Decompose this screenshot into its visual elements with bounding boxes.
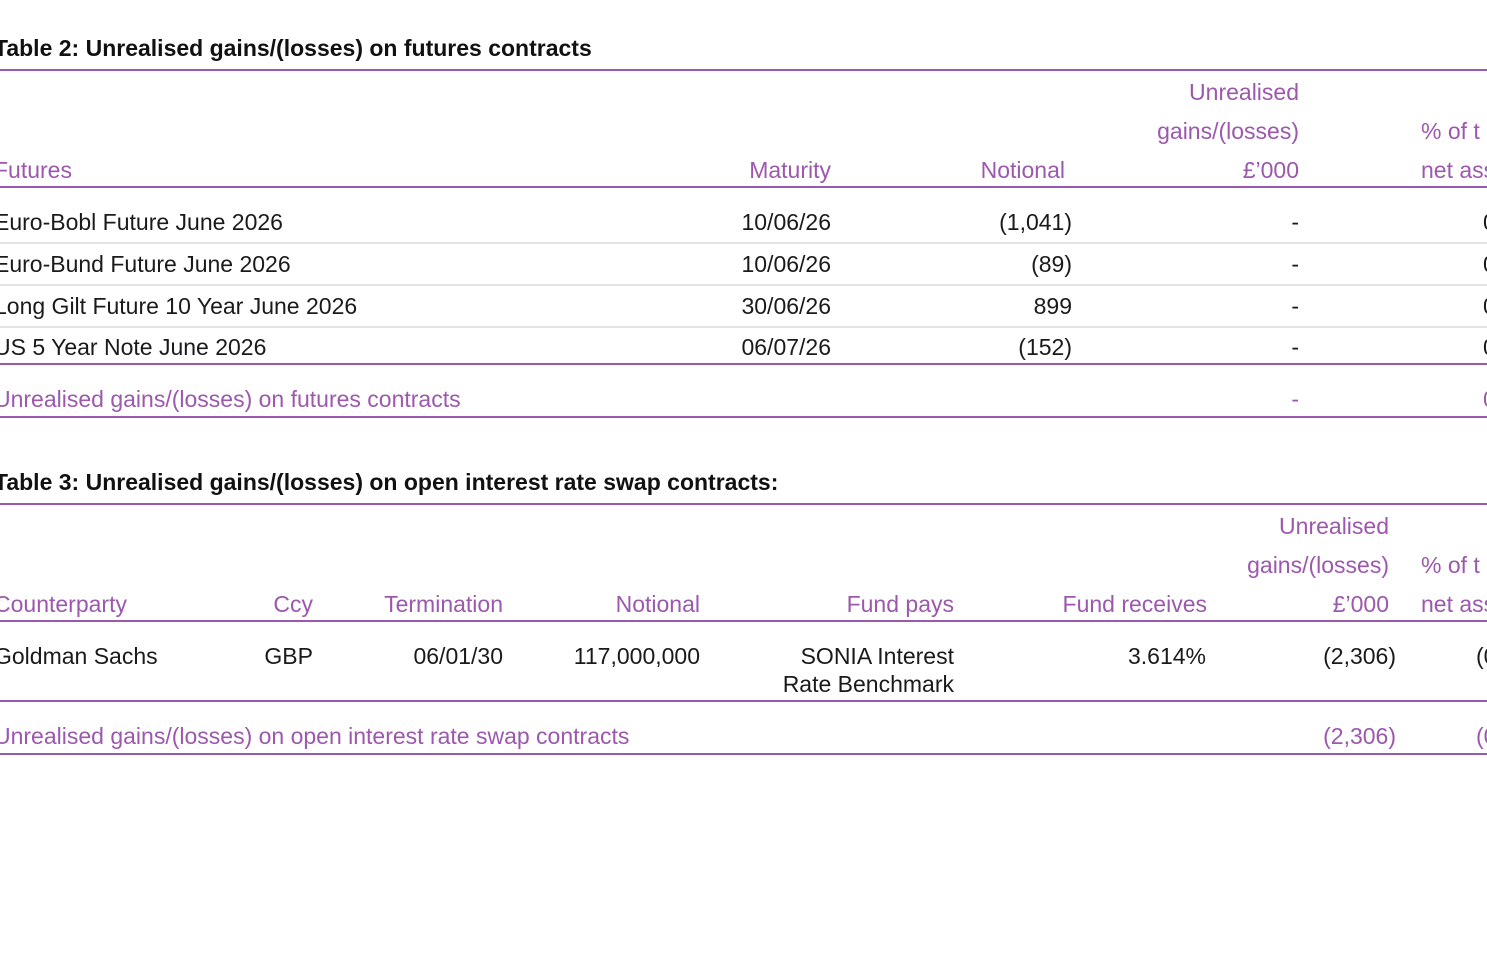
cell: 0 <box>1483 250 1487 278</box>
cell: - <box>1291 251 1299 277</box>
cell: SONIA Interest <box>800 643 954 669</box>
row-separator <box>0 284 1487 286</box>
cell: 10/06/26 <box>741 209 831 235</box>
column-header: £’000 <box>1332 591 1389 617</box>
total-value: - <box>1291 386 1299 412</box>
rule <box>0 503 1487 505</box>
cell: 0 <box>1483 292 1487 320</box>
column-header: Maturity <box>749 157 831 183</box>
column-header: gains/(losses) <box>1247 552 1389 578</box>
total-value: 0 <box>1483 385 1487 413</box>
cell: 899 <box>1033 293 1072 319</box>
column-header: net ass <box>1421 591 1487 617</box>
total-label: Unrealised gains/(losses) on open intere… <box>0 723 630 749</box>
cell: 30/06/26 <box>741 293 831 319</box>
table-title: Table 3: Unrealised gains/(losses) on op… <box>0 469 779 495</box>
rule <box>0 416 1487 418</box>
column-header: Notional <box>980 157 1065 183</box>
cell: - <box>1291 209 1299 235</box>
cell: 10/06/26 <box>741 251 831 277</box>
column-header: gains/(losses) <box>1157 118 1299 144</box>
table-title: Table 2: Unrealised gains/(losses) on fu… <box>0 35 592 61</box>
rule <box>0 620 1487 622</box>
column-header: Notional <box>615 591 700 617</box>
cell: 3.614% <box>1127 643 1206 669</box>
cell: - <box>1291 334 1299 360</box>
cell: 0 <box>1483 333 1487 361</box>
column-header: Futures <box>0 157 72 183</box>
column-header: net ass <box>1421 157 1487 183</box>
cell: GBP <box>264 643 313 669</box>
column-header: Fund receives <box>1062 591 1207 617</box>
column-header: Ccy <box>273 591 313 617</box>
cell: (1,041) <box>999 209 1072 235</box>
column-header: Unrealised <box>1279 513 1389 539</box>
column-header: % of t <box>1421 118 1480 144</box>
cell: - <box>1291 293 1299 319</box>
rule <box>0 363 1487 365</box>
column-header: £’000 <box>1242 157 1299 183</box>
cell: Euro-Bobl Future June 2026 <box>0 209 283 235</box>
rule <box>0 700 1487 702</box>
cell: (0 <box>1476 643 1487 669</box>
column-header: Termination <box>384 591 503 617</box>
column-header: % of t <box>1421 552 1480 578</box>
cell: 117,000,000 <box>573 643 700 669</box>
cell: US 5 Year Note June 2026 <box>0 334 267 360</box>
row-separator <box>0 326 1487 328</box>
cell: (152) <box>1018 334 1072 360</box>
column-header: Fund pays <box>846 591 954 617</box>
total-value: (2,306) <box>1323 723 1396 749</box>
cell: (2,306) <box>1323 643 1396 669</box>
cell: Rate Benchmark <box>782 671 954 697</box>
rule <box>0 69 1487 71</box>
row-separator <box>0 242 1487 244</box>
column-header: Counterparty <box>0 591 127 617</box>
cell: (89) <box>1031 251 1072 277</box>
rule <box>0 186 1487 188</box>
cell: 0 <box>1483 208 1487 236</box>
rule <box>0 753 1487 755</box>
cell: 06/07/26 <box>741 334 831 360</box>
total-value: (0 <box>1476 723 1487 749</box>
cell: 06/01/30 <box>413 643 503 669</box>
cell: Euro-Bund Future June 2026 <box>0 251 291 277</box>
cell: Goldman Sachs <box>0 643 158 669</box>
total-label: Unrealised gains/(losses) on futures con… <box>0 386 461 412</box>
column-header: Unrealised <box>1189 79 1299 105</box>
cell: Long Gilt Future 10 Year June 2026 <box>0 293 358 319</box>
